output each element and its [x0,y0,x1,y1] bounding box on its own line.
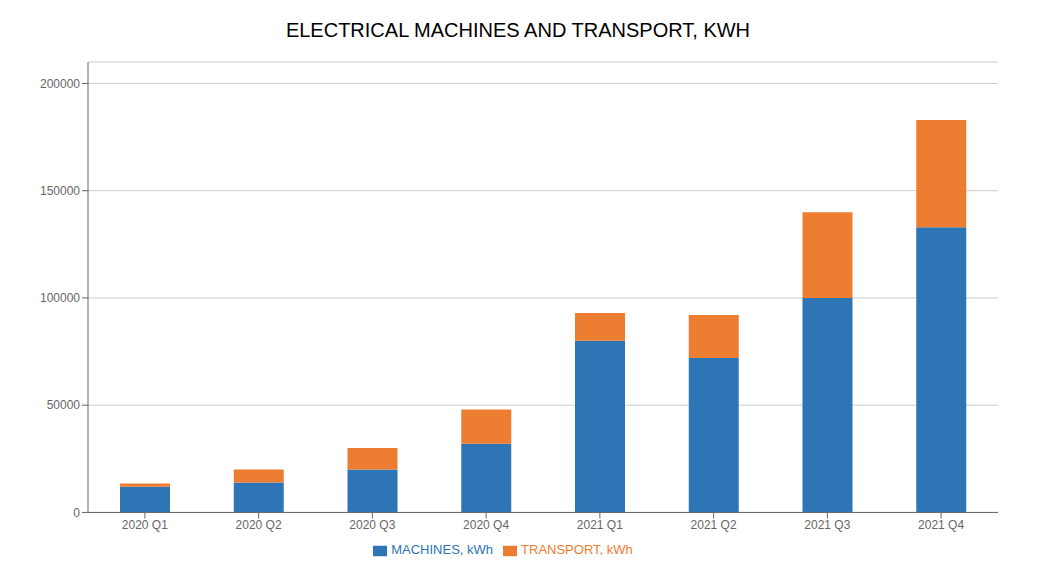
svg-text:2021 Q3: 2021 Q3 [804,518,850,532]
svg-text:2021 Q4: 2021 Q4 [918,518,964,532]
svg-text:2020 Q1: 2020 Q1 [122,518,168,532]
svg-text:50000: 50000 [47,398,81,412]
html-text:ELECTRICAL MACHINES AND TRANSP: ELECTRICAL MACHINES AND TRANSPORT, KWH [285,19,751,41]
html-text:MACHINES, kWh: MACHINES, kWh [391,542,494,558]
html-text:TRANSPORT, kWh: TRANSPORT, kWh [521,542,633,558]
svg-text:2021 Q1: 2021 Q1 [577,518,623,532]
svg-text:2020 Q4: 2020 Q4 [463,518,509,532]
svg-text:2021 Q2: 2021 Q2 [691,518,737,532]
svg-text:0: 0 [73,506,80,520]
svg-text:150000: 150000 [40,184,80,198]
svg-text:2020 Q3: 2020 Q3 [349,518,395,532]
svg-text:2020 Q2: 2020 Q2 [236,518,282,532]
svg-text:200000: 200000 [40,77,80,91]
svg-text:100000: 100000 [40,291,80,305]
